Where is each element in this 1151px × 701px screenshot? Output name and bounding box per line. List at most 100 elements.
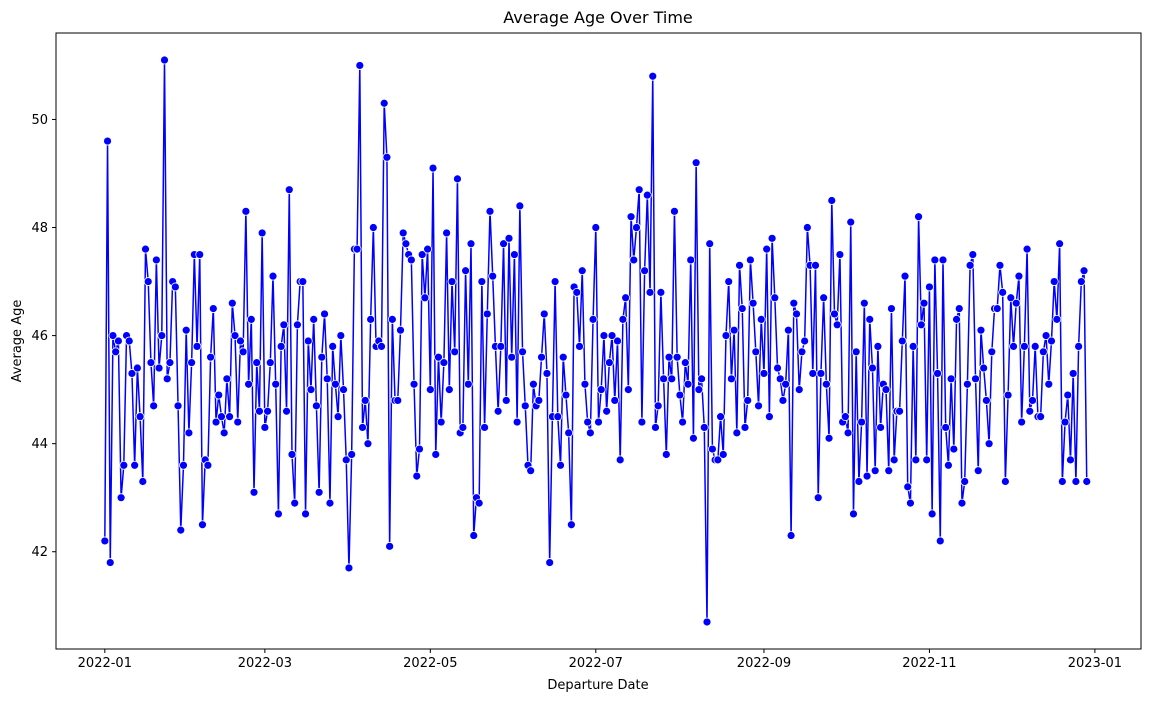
data-point [320, 309, 329, 319]
data-point [249, 487, 259, 497]
data-point [615, 455, 625, 465]
data-point [998, 287, 1008, 297]
data-point [1057, 477, 1067, 486]
data-point [284, 185, 294, 195]
data-point [227, 298, 237, 308]
data-point [870, 466, 880, 476]
data-point [930, 255, 940, 265]
data-point [922, 455, 932, 465]
data-point [737, 304, 747, 313]
data-point [675, 390, 685, 400]
y-axis: 42 44 46 48 50 [31, 113, 56, 560]
data-point [482, 309, 492, 319]
data-point [526, 466, 536, 476]
data-point [713, 455, 723, 465]
x-tick-label: 2022-11 [902, 656, 956, 671]
data-point [906, 498, 915, 508]
data-point [680, 358, 690, 368]
data-point [385, 541, 395, 551]
data-point [1017, 417, 1027, 427]
data-point [694, 385, 704, 395]
data-point [683, 379, 693, 389]
data-point [987, 347, 997, 357]
data-point [1011, 298, 1021, 308]
data-point [756, 314, 766, 324]
x-tick-label: 2022-05 [403, 656, 457, 671]
data-point [944, 460, 953, 470]
data-point [604, 358, 614, 368]
data-point [835, 250, 845, 259]
data-point [344, 563, 354, 573]
data-point [1036, 412, 1046, 422]
data-point [130, 460, 140, 470]
data-point [330, 379, 340, 389]
plot-area [100, 55, 1092, 627]
data-point [729, 325, 739, 335]
data-point [659, 374, 668, 384]
y-tick-label: 46 [31, 329, 48, 344]
data-point [423, 244, 433, 254]
data-point [409, 379, 419, 389]
data-point [767, 233, 777, 243]
data-point [971, 374, 980, 384]
data-point [317, 352, 327, 362]
data-point [783, 325, 793, 335]
data-point [176, 525, 186, 535]
data-point [485, 206, 495, 216]
data-point [480, 423, 489, 432]
data-point [507, 352, 517, 362]
data-point [667, 374, 677, 384]
data-point [257, 228, 267, 238]
data-point [233, 417, 243, 427]
data-point [252, 358, 262, 368]
data-point [111, 347, 121, 357]
data-point [306, 385, 316, 395]
data-point [642, 190, 652, 200]
data-point [705, 239, 715, 249]
data-point [336, 331, 346, 341]
data-point [518, 347, 527, 357]
data-point [919, 298, 929, 308]
data-point [800, 336, 810, 346]
data-point [843, 428, 853, 438]
data-point [415, 444, 424, 454]
data-point [1003, 390, 1013, 400]
data-point [1025, 406, 1035, 416]
data-point [1038, 347, 1048, 357]
y-tick-label: 50 [31, 113, 48, 128]
data-point [914, 212, 923, 222]
data-point [219, 428, 229, 438]
data-point [271, 379, 281, 389]
data-point [564, 428, 574, 438]
data-point [816, 369, 826, 378]
data-point [244, 379, 253, 389]
data-point [529, 379, 538, 389]
data-point [1009, 341, 1018, 351]
data-point [773, 363, 782, 373]
data-point [1060, 417, 1070, 427]
data-point [274, 509, 283, 519]
data-point [309, 314, 319, 324]
data-point [151, 255, 161, 265]
x-tick-label: 2022-03 [238, 656, 292, 671]
data-point [520, 401, 530, 411]
data-point [1066, 455, 1075, 465]
data-point [379, 98, 389, 108]
data-point [748, 298, 758, 308]
x-tick-label: 2022-07 [569, 656, 623, 671]
data-point [187, 358, 197, 368]
data-point [881, 385, 891, 395]
data-point [162, 374, 172, 384]
data-point [539, 309, 549, 319]
data-point [735, 260, 744, 270]
data-point [428, 163, 438, 173]
data-point [716, 412, 725, 422]
data-point [303, 336, 313, 346]
data-point [149, 401, 159, 411]
data-point [770, 293, 780, 303]
data-point [602, 406, 612, 416]
data-point [670, 206, 679, 216]
data-point [154, 363, 164, 373]
data-point [965, 260, 975, 270]
data-point [859, 298, 869, 308]
